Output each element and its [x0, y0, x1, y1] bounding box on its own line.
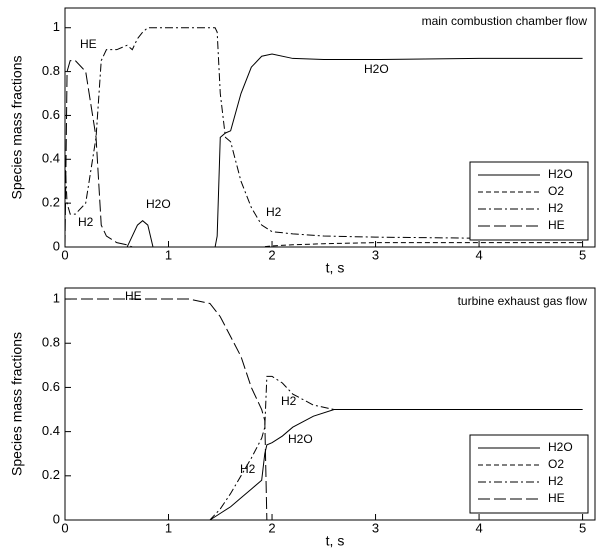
series-line: [65, 242, 583, 248]
y-tick-label: 0: [53, 511, 60, 526]
legend-label: H2O: [548, 167, 573, 181]
x-tick-label: 5: [579, 520, 586, 535]
y-tick-label: 0: [53, 238, 60, 253]
annotation: H2: [78, 215, 94, 229]
x-axis-label: t, s: [326, 260, 345, 276]
x-tick-label: 3: [372, 247, 379, 262]
x-tick-label: 4: [475, 247, 482, 262]
annotation: H2: [281, 394, 297, 408]
annotation: H2O: [146, 197, 171, 211]
y-axis-label: Species mass fractions: [9, 56, 25, 200]
y-tick-label: 0.8: [42, 335, 60, 350]
legend-label: H2: [548, 474, 564, 488]
y-tick-label: 0.6: [42, 379, 60, 394]
y-tick-label: 1: [53, 19, 60, 34]
x-tick-label: 0: [61, 247, 68, 262]
x-tick-label: 5: [579, 247, 586, 262]
x-tick-label: 2: [268, 247, 275, 262]
annotation: H2O: [288, 432, 313, 446]
x-tick-label: 2: [268, 520, 275, 535]
annotation: H2: [266, 205, 282, 219]
legend-label: HE: [548, 218, 565, 232]
x-tick-label: 1: [165, 247, 172, 262]
legend-label: O2: [548, 457, 564, 471]
x-tick-label: 0: [61, 520, 68, 535]
legend-label: HE: [548, 491, 565, 505]
legend-label: H2O: [548, 440, 573, 454]
annotation: HE: [80, 37, 97, 51]
series-line: [65, 298, 583, 521]
annotation: HE: [125, 289, 142, 303]
series-line: [64, 27, 583, 239]
series-line: [64, 60, 583, 248]
annotation: H2O: [364, 62, 389, 76]
y-tick-label: 0.2: [42, 195, 60, 210]
x-tick-label: 1: [165, 520, 172, 535]
y-tick-label: 1: [53, 290, 60, 305]
series-line: [65, 375, 583, 521]
y-axis-label: Species mass fractions: [9, 332, 25, 476]
y-tick-label: 0.4: [42, 151, 60, 166]
y-tick-label: 0.8: [42, 63, 60, 78]
x-axis-label: t, s: [326, 533, 345, 549]
annotation: main combustion chamber flow: [422, 14, 588, 28]
x-tick-label: 4: [475, 520, 482, 535]
annotation: turbine exhaust gas flow: [458, 294, 588, 308]
legend-label: O2: [548, 184, 564, 198]
y-tick-label: 0.2: [42, 467, 60, 482]
y-tick-label: 0.4: [42, 423, 60, 438]
annotation: H2: [240, 462, 256, 476]
legend-label: H2: [548, 201, 564, 215]
x-tick-label: 3: [372, 520, 379, 535]
y-tick-label: 0.6: [42, 107, 60, 122]
